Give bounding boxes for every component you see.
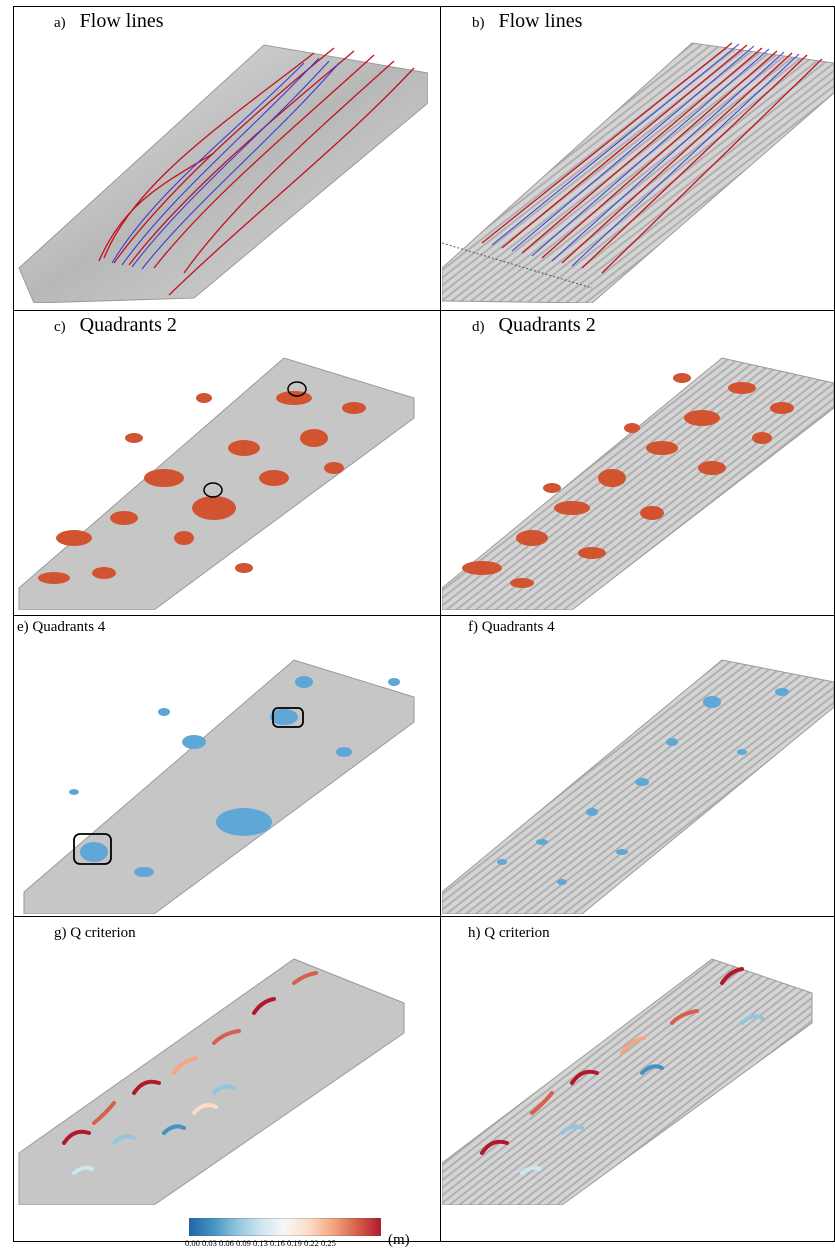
panel-e-quadrants-4: e) Quadrants 4 — [14, 616, 428, 916]
panel-c-tag: c) — [54, 319, 66, 335]
colorbar-unit: (m) — [388, 1232, 410, 1248]
panel-c-quadrants-2: c) Quadrants 2 — [14, 312, 428, 612]
panel-d-title: Quadrants 2 — [498, 314, 596, 336]
colorbar-tick: 0.06 — [219, 1238, 234, 1248]
panel-a-tag: a) — [54, 15, 66, 31]
quadrant-4-structures — [497, 688, 789, 885]
terrain-surface — [442, 659, 834, 914]
grid-border-top — [13, 6, 835, 7]
panel-b-terrain-streamlines — [442, 42, 834, 303]
colorbar-tick: 0.22 — [304, 1238, 319, 1248]
panel-b-title: Flow lines — [498, 10, 583, 32]
grid-row-divider-2 — [13, 615, 835, 616]
colorbar-tick: 0.03 — [202, 1238, 217, 1248]
streamlines-red — [481, 42, 823, 274]
streamlines-blue — [111, 57, 340, 270]
panel-f-label: f) Quadrants 4 — [468, 619, 555, 635]
panel-h-terrain-vortices — [442, 958, 813, 1205]
colorbar-tick: 0.25 — [321, 1238, 336, 1248]
panel-b-flow-lines: b) Flow lines — [442, 7, 834, 307]
quadrant-4-structures — [69, 676, 400, 877]
terrain-surface — [442, 357, 834, 610]
vortex-structures — [62, 971, 318, 1175]
grid-row-divider-3 — [13, 916, 835, 917]
panel-a-flow-lines: a) Flow lines — [14, 7, 428, 307]
grid-row-divider-1 — [13, 310, 835, 311]
panel-f-quadrants-4: f) Quadrants 4 — [442, 616, 834, 916]
panel-e-terrain-isosurfaces — [23, 659, 415, 914]
panel-c-terrain-isosurfaces — [18, 357, 415, 610]
panel-b-label: b) Flow lines — [472, 10, 582, 33]
highlight-circle-2 — [203, 482, 223, 498]
panel-h-q-criterion: h) Q criterion — [442, 917, 834, 1207]
panel-g-q-criterion: g) Q criterion — [14, 917, 428, 1207]
colorbar-gradient — [189, 1218, 381, 1236]
panel-d-label: d) Quadrants 2 — [472, 314, 596, 337]
terrain-surface — [23, 659, 415, 914]
grid-border-left — [13, 6, 14, 1242]
panel-h-label: h) Q criterion — [468, 925, 550, 941]
panel-a-title: Flow lines — [79, 10, 164, 32]
panel-d-terrain-isosurfaces — [442, 357, 834, 610]
colorbar-tick: 0.19 — [287, 1238, 302, 1248]
colorbar-tick: 0.09 — [236, 1238, 251, 1248]
panel-c-title: Quadrants 2 — [79, 314, 177, 336]
grid-border-bottom — [13, 1241, 835, 1242]
panel-d-tag: d) — [472, 319, 485, 335]
terrain-surface — [18, 958, 405, 1205]
panel-g-terrain-vortices — [18, 958, 405, 1205]
colorbar-tick: 0.13 — [253, 1238, 268, 1248]
terrain-surface — [442, 958, 813, 1205]
highlight-circle-1 — [287, 381, 307, 397]
streamlines-red — [98, 47, 415, 296]
colorbar — [189, 1218, 381, 1236]
panel-f-terrain-isosurfaces — [442, 659, 834, 914]
panel-b-tag: b) — [472, 15, 485, 31]
panel-d-quadrants-2: d) Quadrants 2 — [442, 312, 834, 612]
vortex-structures — [480, 967, 764, 1175]
panel-c-label: c) Quadrants 2 — [54, 314, 177, 337]
quadrant-2-structures — [462, 373, 794, 588]
highlight-box-1 — [272, 707, 304, 728]
colorbar-tick: 0.16 — [270, 1238, 285, 1248]
highlight-box-2 — [73, 833, 112, 865]
grid-column-divider — [440, 6, 441, 1242]
panel-g-label: g) Q criterion — [54, 925, 136, 941]
streamlines-blue — [491, 43, 800, 267]
panel-e-label: e) Quadrants 4 — [17, 619, 106, 635]
colorbar-tick-labels: 0.00 0.03 0.06 0.09 0.13 0.16 0.19 0.22 … — [185, 1238, 336, 1248]
colorbar-tick: 0.00 — [185, 1238, 200, 1248]
terrain-surface — [18, 44, 428, 303]
panel-a-label: a) Flow lines — [54, 10, 164, 33]
panel-a-terrain-streamlines — [18, 44, 428, 303]
